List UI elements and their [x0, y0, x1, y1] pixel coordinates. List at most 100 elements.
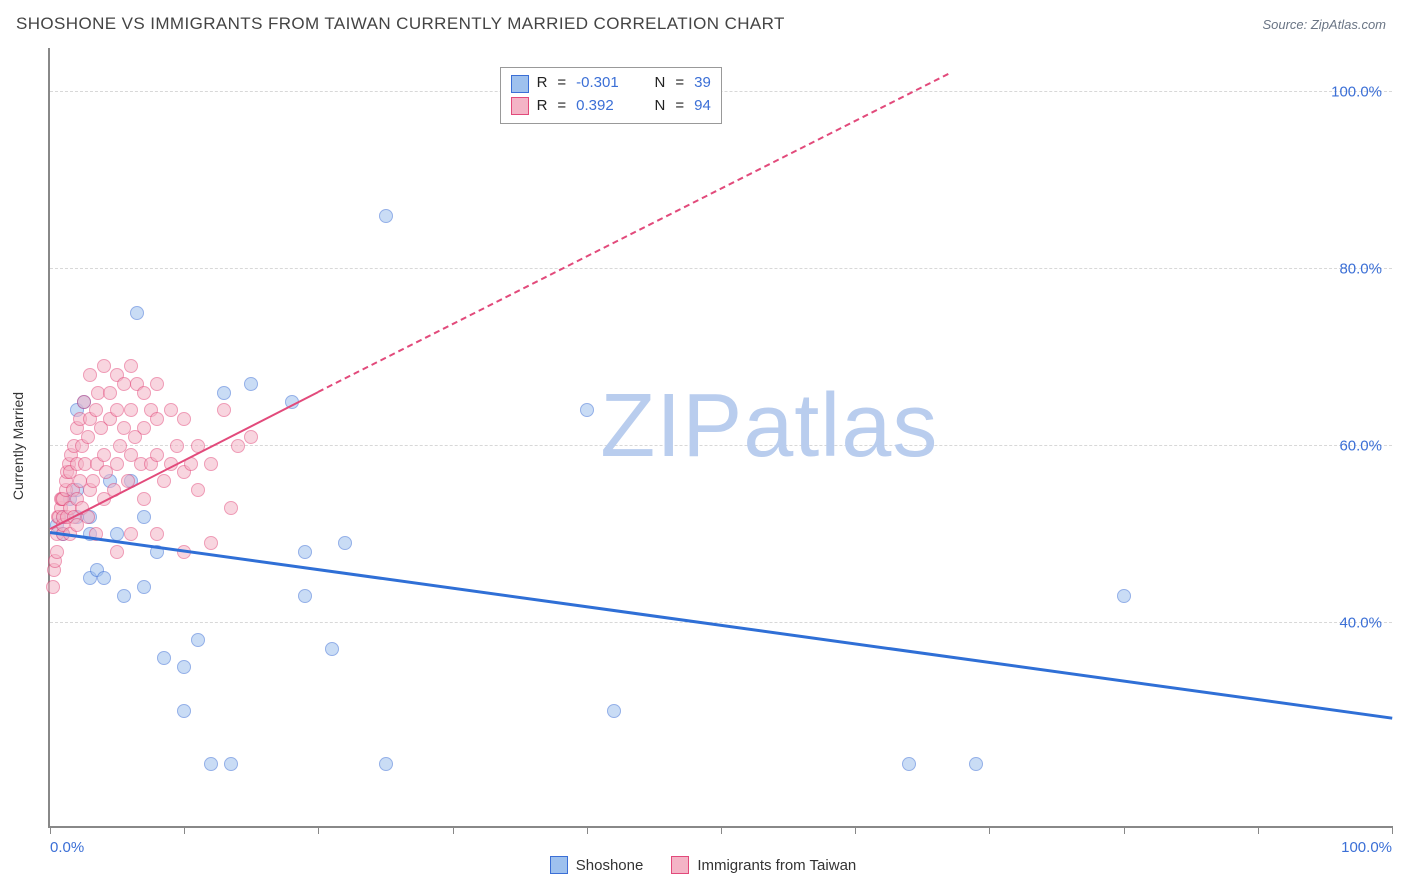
chart-source: Source: ZipAtlas.com: [1262, 17, 1386, 32]
data-point: [170, 439, 184, 453]
data-point: [298, 589, 312, 603]
legend-label: Shoshone: [576, 857, 644, 874]
data-point: [298, 545, 312, 559]
chart-title: SHOSHONE VS IMMIGRANTS FROM TAIWAN CURRE…: [16, 14, 785, 34]
legend-swatch: [550, 856, 568, 874]
legend: Shoshone Immigrants from Taiwan: [0, 856, 1406, 874]
legend-label: Immigrants from Taiwan: [697, 857, 856, 874]
stat-R-label: R: [537, 72, 548, 95]
data-point: [103, 386, 117, 400]
legend-item: Shoshone: [550, 856, 644, 874]
data-point: [124, 359, 138, 373]
data-point: [607, 704, 621, 718]
data-point: [150, 527, 164, 541]
data-point: [217, 403, 231, 417]
data-point: [46, 580, 60, 594]
data-point: [902, 757, 916, 771]
data-point: [81, 430, 95, 444]
y-tick-label: 60.0%: [1339, 437, 1382, 454]
x-tick: [1392, 826, 1393, 834]
legend-swatch: [671, 856, 689, 874]
data-point: [224, 757, 238, 771]
data-point: [150, 412, 164, 426]
data-point: [117, 589, 131, 603]
data-point: [191, 633, 205, 647]
y-tick-label: 80.0%: [1339, 261, 1382, 278]
x-tick: [989, 826, 990, 834]
data-point: [204, 757, 218, 771]
y-axis-label: Currently Married: [10, 392, 26, 500]
data-point: [97, 571, 111, 585]
x-tick: [50, 826, 51, 834]
x-tick: [1258, 826, 1259, 834]
stats-box: R=-0.301 N=39R=0.392 N=94: [500, 67, 722, 124]
gridline: [50, 445, 1392, 446]
data-point: [204, 457, 218, 471]
data-point: [379, 757, 393, 771]
x-tick: [721, 826, 722, 834]
data-point: [217, 386, 231, 400]
data-point: [1117, 589, 1131, 603]
data-point: [137, 492, 151, 506]
data-point: [580, 403, 594, 417]
stat-R-value: -0.301: [576, 72, 630, 95]
data-point: [137, 421, 151, 435]
x-tick-label: 0.0%: [50, 839, 84, 856]
stat-N-value: 39: [694, 72, 711, 95]
data-point: [177, 660, 191, 674]
trend-line: [50, 531, 1392, 720]
data-point: [325, 642, 339, 656]
data-point: [97, 359, 111, 373]
data-point: [338, 536, 352, 550]
stat-N-label: N: [655, 72, 666, 95]
x-tick: [453, 826, 454, 834]
y-tick-label: 100.0%: [1331, 84, 1382, 101]
stat-R-label: R: [537, 95, 548, 118]
x-tick: [855, 826, 856, 834]
x-tick: [1124, 826, 1125, 834]
stat-N-value: 94: [694, 95, 711, 118]
legend-item: Immigrants from Taiwan: [671, 856, 856, 874]
data-point: [157, 651, 171, 665]
data-point: [124, 527, 138, 541]
data-point: [117, 377, 131, 391]
data-point: [244, 430, 258, 444]
x-tick: [184, 826, 185, 834]
data-point: [969, 757, 983, 771]
data-point: [150, 448, 164, 462]
stat-N-label: N: [655, 95, 666, 118]
stat-R-value: 0.392: [576, 95, 630, 118]
stats-row: R=-0.301 N=39: [511, 72, 711, 95]
x-tick: [318, 826, 319, 834]
data-point: [231, 439, 245, 453]
y-tick-label: 40.0%: [1339, 614, 1382, 631]
data-point: [86, 474, 100, 488]
data-point: [379, 209, 393, 223]
stats-row: R=0.392 N=94: [511, 95, 711, 118]
data-point: [83, 368, 97, 382]
gridline: [50, 622, 1392, 623]
data-point: [137, 510, 151, 524]
data-point: [50, 545, 64, 559]
plot-area: 40.0%60.0%80.0%100.0%0.0%100.0%ZIPatlasR…: [48, 48, 1392, 828]
gridline: [50, 268, 1392, 269]
data-point: [110, 403, 124, 417]
data-point: [124, 403, 138, 417]
series-swatch: [511, 97, 529, 115]
x-tick-label: 100.0%: [1341, 839, 1392, 856]
data-point: [97, 448, 111, 462]
data-point: [130, 306, 144, 320]
series-swatch: [511, 75, 529, 93]
data-point: [204, 536, 218, 550]
data-point: [157, 474, 171, 488]
x-tick: [587, 826, 588, 834]
data-point: [110, 457, 124, 471]
data-point: [89, 403, 103, 417]
data-point: [164, 403, 178, 417]
data-point: [191, 483, 205, 497]
data-point: [150, 377, 164, 391]
data-point: [177, 704, 191, 718]
data-point: [177, 412, 191, 426]
data-point: [137, 386, 151, 400]
watermark: ZIPatlas: [600, 375, 938, 478]
